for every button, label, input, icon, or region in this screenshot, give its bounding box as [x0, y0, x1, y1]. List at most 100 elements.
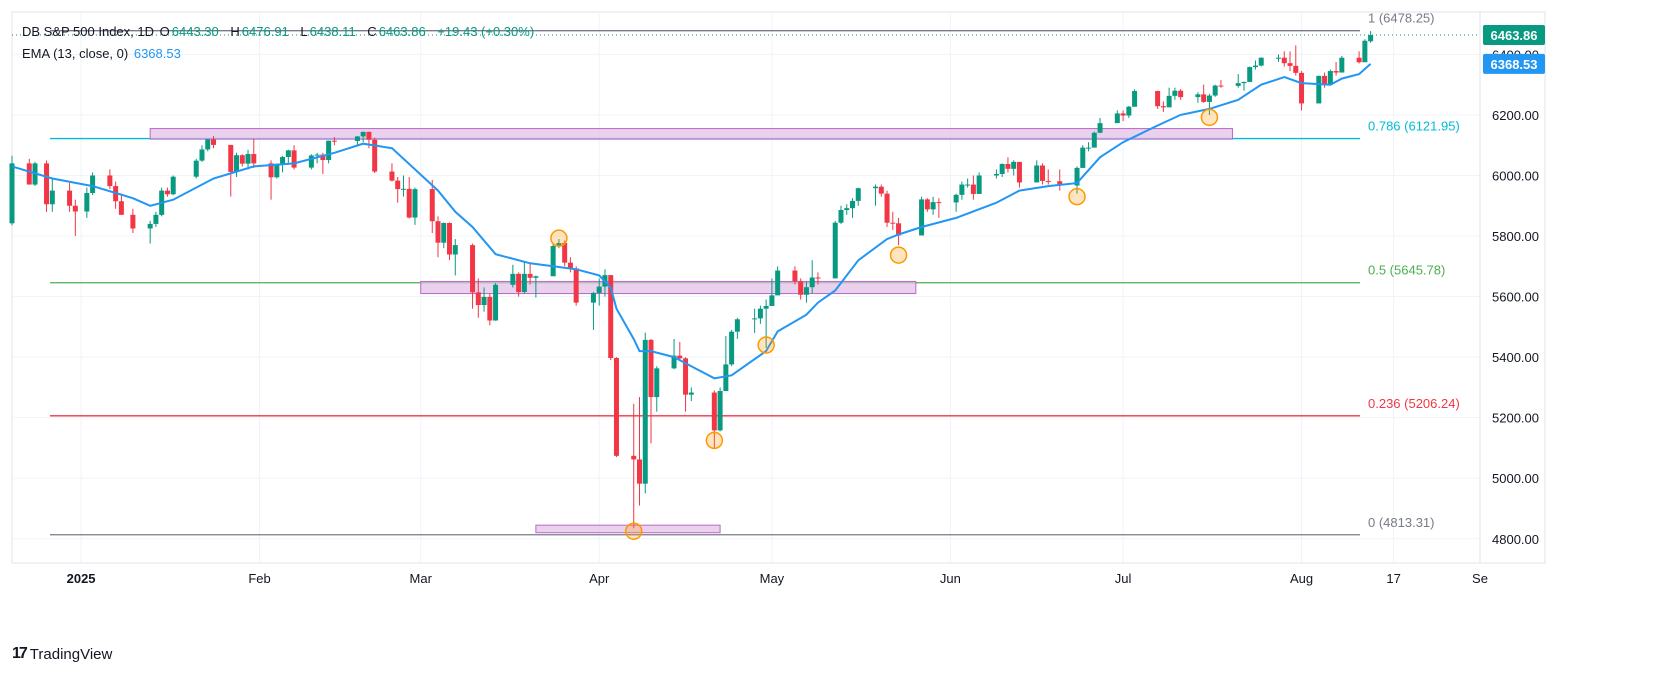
candle-body: [1339, 57, 1345, 73]
open-label: O: [159, 24, 170, 39]
candle-body: [1322, 75, 1328, 85]
candle-body: [556, 242, 562, 247]
candle-body: [608, 275, 614, 359]
x-tick-label: Aug: [1290, 571, 1313, 586]
high-label: H: [230, 24, 240, 39]
candle-body: [896, 223, 902, 236]
candle-body: [993, 173, 999, 176]
candle-body: [850, 200, 856, 209]
candle-body: [44, 163, 50, 205]
candle-body: [308, 155, 314, 168]
candle-body: [470, 245, 476, 293]
candle-body: [521, 273, 527, 293]
candle-body: [936, 202, 942, 204]
candle-body: [798, 281, 804, 295]
candle-body: [164, 190, 170, 195]
candle-body: [1212, 85, 1218, 96]
candle-body: [400, 188, 406, 190]
candle-body: [1074, 167, 1080, 186]
candle-body: [228, 144, 234, 172]
circle-markers: [550, 108, 1219, 540]
symbol-title: DB S&P 500 Index, 1D: [22, 24, 155, 39]
candle-body: [481, 296, 487, 306]
candle-body: [959, 184, 965, 195]
candle-body: [1011, 161, 1017, 169]
x-tick-label: 2025: [67, 571, 96, 586]
candle-body: [107, 175, 113, 187]
candle-body: [1160, 106, 1166, 108]
circle-marker: [1068, 187, 1086, 206]
candle-body: [1276, 57, 1282, 59]
tradingview-logo[interactable]: 17 TradingView: [12, 645, 112, 663]
y-tick-label: 6200.00: [1492, 108, 1539, 123]
candle-body: [493, 284, 499, 321]
candle-body: [1368, 35, 1374, 42]
ema-label: EMA (13, close, 0): [22, 46, 129, 61]
candle-body: [1016, 161, 1022, 183]
candle-body: [965, 184, 971, 186]
y-tick-label: 5000.00: [1492, 471, 1539, 486]
candle-body: [487, 296, 493, 321]
candle-body: [636, 459, 642, 484]
candle-body: [999, 163, 1005, 174]
candle-body: [1252, 65, 1258, 68]
y-tick-label: 5600.00: [1492, 290, 1539, 305]
tradingview-logo-icon: 17: [12, 645, 28, 662]
candle-body: [1097, 123, 1103, 133]
candle-body: [838, 209, 844, 223]
x-tick-label: Se: [1472, 571, 1488, 586]
open-value: 6443.30: [171, 24, 219, 39]
circle-marker: [1200, 108, 1219, 127]
tradingview-logo-text: TradingView: [29, 645, 113, 663]
candle-body: [441, 223, 447, 243]
low-label: L: [300, 24, 308, 39]
circle-marker: [705, 431, 724, 450]
candle-body: [590, 292, 596, 303]
x-tick-label: May: [760, 571, 785, 586]
candle-body: [1316, 75, 1322, 104]
candle-body: [654, 368, 660, 398]
x-tick-label: Jul: [1115, 571, 1132, 586]
axes: 4800.00 5000.00 5200.00 5400.00 5600.00 5800.…: [12, 12, 1545, 586]
candle-body: [976, 175, 982, 194]
candle-body: [1333, 71, 1339, 73]
y-tick-label: 4800.00: [1492, 532, 1539, 547]
last-price-badge-text: 6463.86: [1491, 28, 1538, 43]
candle-body: [1166, 95, 1172, 108]
candle-body: [314, 154, 320, 156]
x-tick-label: Apr: [589, 571, 610, 586]
candle-body: [688, 392, 694, 395]
candle-body: [251, 153, 257, 164]
candle-body: [199, 149, 205, 161]
candle-body: [9, 163, 15, 224]
candle-body: [729, 331, 735, 365]
candle-body: [769, 295, 775, 306]
candle-body: [1080, 147, 1086, 168]
candle-body: [613, 358, 619, 456]
candle-body: [147, 223, 153, 229]
candle-body: [1327, 71, 1333, 85]
candle-body: [890, 222, 896, 224]
candle-body: [72, 205, 78, 212]
candle-body: [326, 140, 332, 161]
candle-body: [1235, 83, 1241, 86]
candle-body: [320, 154, 326, 161]
candle-body: [763, 305, 769, 309]
candle-body: [234, 155, 240, 172]
candle-body: [26, 163, 32, 185]
candles: [9, 31, 1374, 529]
candle-body: [671, 355, 677, 369]
circle-marker: [624, 522, 643, 540]
candle-body: [642, 339, 648, 484]
ema-value: 6368.53: [133, 46, 181, 61]
candle-body: [527, 273, 533, 278]
candle-body: [878, 186, 884, 194]
low-value: 6438.11: [309, 24, 356, 39]
candle-body: [924, 199, 930, 210]
candle-body: [648, 339, 654, 398]
candle-body: [832, 222, 838, 279]
y-tick-label: 5200.00: [1492, 411, 1539, 426]
candle-body: [803, 287, 809, 295]
candle-body: [389, 171, 395, 181]
candle-body: [516, 273, 522, 293]
